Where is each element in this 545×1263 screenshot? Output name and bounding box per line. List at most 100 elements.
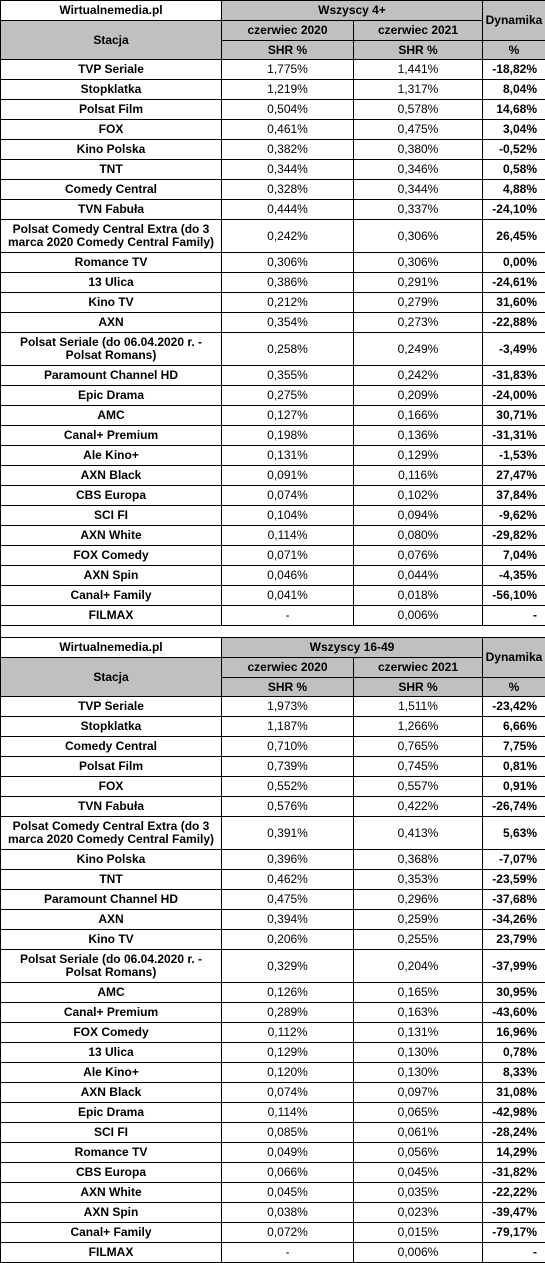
dynamics-value: 0,91% xyxy=(483,777,545,797)
station-name: Polsat Comedy Central Extra (do 3 marca … xyxy=(1,220,222,253)
dynamics-value: -24,00% xyxy=(483,386,545,406)
table-row: Polsat Seriale (do 06.04.2020 r. - Polsa… xyxy=(1,950,545,983)
station-name: FILMAX xyxy=(1,1243,222,1263)
share-2021: 1,266% xyxy=(354,717,483,737)
station-name: Polsat Film xyxy=(1,100,222,120)
share-2020: 1,973% xyxy=(222,697,354,717)
source-brand: Wirtualnemedia.pl xyxy=(1,1,222,21)
share-2020: 0,576% xyxy=(222,797,354,817)
station-name: Ale Kino+ xyxy=(1,446,222,466)
share-2020: 0,242% xyxy=(222,220,354,253)
share-2020: 0,127% xyxy=(222,406,354,426)
spacer-cell xyxy=(1,626,545,638)
share-2021: 0,745% xyxy=(354,757,483,777)
station-name: Polsat Seriale (do 06.04.2020 r. - Polsa… xyxy=(1,950,222,983)
dynamics-value: -3,49% xyxy=(483,333,545,366)
source-brand: Wirtualnemedia.pl xyxy=(1,638,222,658)
period-2020-header: czerwiec 2020 xyxy=(222,21,354,41)
dynamics-value: -31,83% xyxy=(483,366,545,386)
station-name: Paramount Channel HD xyxy=(1,890,222,910)
share-2020: 0,504% xyxy=(222,100,354,120)
share-2020: 0,462% xyxy=(222,870,354,890)
dynamics-value: 14,29% xyxy=(483,1143,545,1163)
dynamics-header: Dynamika xyxy=(483,638,545,678)
station-name: Romance TV xyxy=(1,253,222,273)
share-2020: 0,461% xyxy=(222,120,354,140)
station-name: TNT xyxy=(1,870,222,890)
dynamics-value: -29,82% xyxy=(483,526,545,546)
share-2021: 0,166% xyxy=(354,406,483,426)
share-2021: 0,076% xyxy=(354,546,483,566)
dynamics-value: -56,10% xyxy=(483,586,545,606)
station-header: Stacja xyxy=(1,658,222,697)
dynamics-value: 26,45% xyxy=(483,220,545,253)
share-2021: 0,130% xyxy=(354,1043,483,1063)
dynamics-value: 8,04% xyxy=(483,80,545,100)
share-2021: 0,413% xyxy=(354,817,483,850)
share-2021: 0,296% xyxy=(354,890,483,910)
dynamics-value: -7,07% xyxy=(483,850,545,870)
share-2021: 0,422% xyxy=(354,797,483,817)
share-2020: 0,396% xyxy=(222,850,354,870)
station-name: CBS Europa xyxy=(1,486,222,506)
share-2021: 0,061% xyxy=(354,1123,483,1143)
share-2020: - xyxy=(222,1243,354,1263)
dynamics-value: 0,58% xyxy=(483,160,545,180)
shr-2020-header: SHR % xyxy=(222,41,354,60)
dynamics-value: 16,96% xyxy=(483,1023,545,1043)
dynamics-value: -28,24% xyxy=(483,1123,545,1143)
share-2021: 0,094% xyxy=(354,506,483,526)
share-2020: 0,049% xyxy=(222,1143,354,1163)
share-2020: 0,131% xyxy=(222,446,354,466)
share-2020: 0,112% xyxy=(222,1023,354,1043)
share-2021: 0,080% xyxy=(354,526,483,546)
share-2020: 0,071% xyxy=(222,546,354,566)
station-name: TNT xyxy=(1,160,222,180)
station-name: Polsat Seriale (do 06.04.2020 r. - Polsa… xyxy=(1,333,222,366)
station-name: SCI FI xyxy=(1,506,222,526)
share-2021: 0,346% xyxy=(354,160,483,180)
dynamics-value: -39,47% xyxy=(483,1203,545,1223)
table-row: Polsat Seriale (do 06.04.2020 r. - Polsa… xyxy=(1,333,545,366)
share-2020: 0,041% xyxy=(222,586,354,606)
share-2021: 0,279% xyxy=(354,293,483,313)
shr-2021-header: SHR % xyxy=(354,678,483,697)
station-name: Kino Polska xyxy=(1,140,222,160)
station-name: Canal+ Family xyxy=(1,1223,222,1243)
station-name: TVN Fabuła xyxy=(1,797,222,817)
share-2021: 0,242% xyxy=(354,366,483,386)
dynamics-value: 0,78% xyxy=(483,1043,545,1063)
table-row: FILMAX-0,006%- xyxy=(1,606,545,626)
station-name: TVP Seriale xyxy=(1,60,222,80)
audience-group: Wszyscy 16-49 xyxy=(222,638,483,658)
share-2021: 1,441% xyxy=(354,60,483,80)
share-2021: 0,255% xyxy=(354,930,483,950)
station-name: SCI FI xyxy=(1,1123,222,1143)
station-name: Canal+ Premium xyxy=(1,426,222,446)
share-2020: 0,066% xyxy=(222,1163,354,1183)
dynamics-value: 3,04% xyxy=(483,120,545,140)
share-2020: 0,114% xyxy=(222,1103,354,1123)
share-2020: 0,382% xyxy=(222,140,354,160)
station-name: Stopklatka xyxy=(1,80,222,100)
station-name: FOX xyxy=(1,777,222,797)
